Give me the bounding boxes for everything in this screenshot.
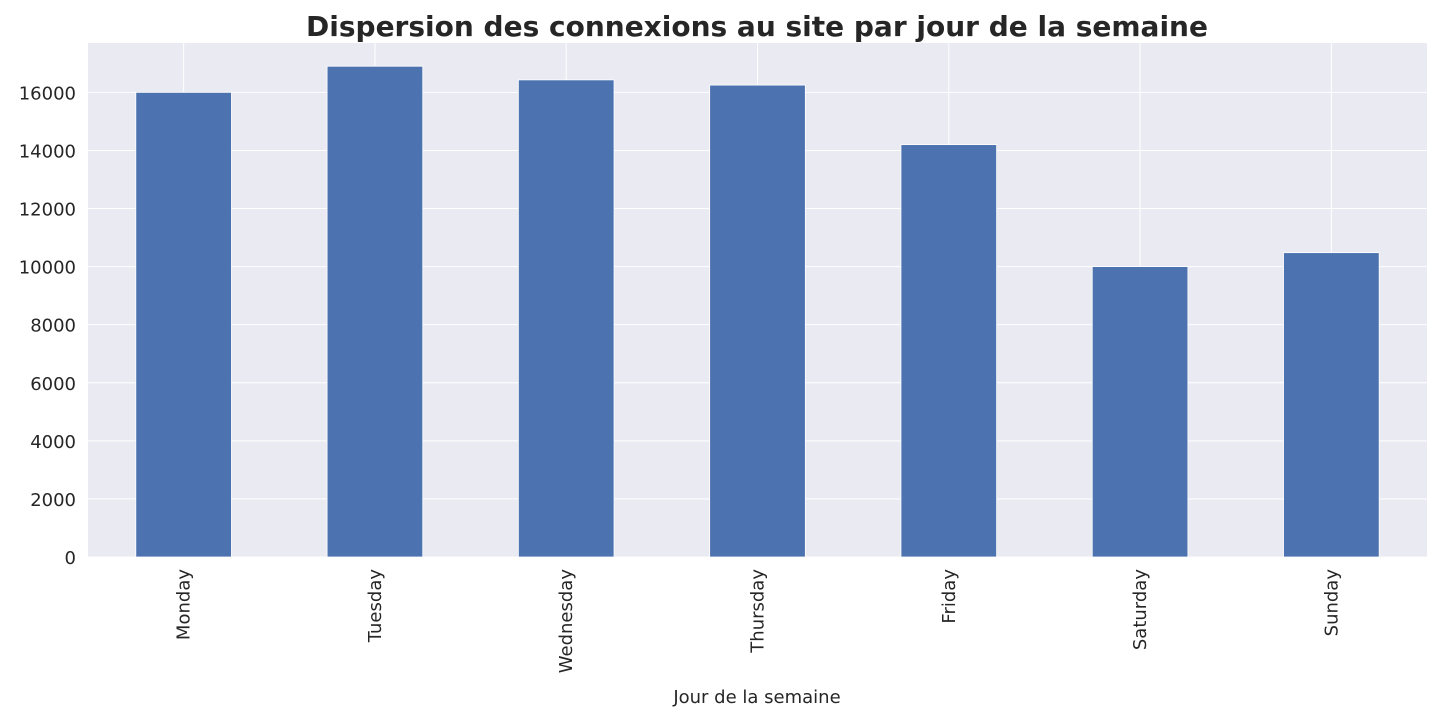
x-tick-label-tuesday: Tuesday [365,569,386,644]
y-tick-label: 14000 [19,141,76,162]
bar-tuesday [326,65,424,558]
y-axis-ticks: 0 2000 4000 6000 8000 10000 12000 14000 16000 [19,83,76,569]
y-tick-label: 8000 [30,316,76,337]
x-axis-label: Jour de la semaine [672,687,840,708]
y-tick-label: 6000 [30,374,76,395]
y-tick-label: 2000 [30,490,76,511]
y-tick-label: 4000 [30,432,76,453]
bars [135,65,1380,558]
bar-wednesday [517,79,615,558]
x-tick-label-monday: Monday [174,569,195,640]
y-tick-label: 16000 [19,83,76,104]
bar-monday [135,91,232,558]
bar-friday [900,144,998,558]
x-tick-label-thursday: Thursday [748,569,769,654]
x-tick-label-sunday: Sunday [1321,569,1342,637]
bar-saturday [1091,266,1189,558]
x-tick-label-saturday: Saturday [1130,569,1151,650]
x-axis-ticks: Monday Tuesday Wednesday Thursday Friday Satu… [174,569,1343,674]
bar-thursday [709,84,806,558]
x-tick-label-friday: Friday [939,569,960,624]
y-tick-label: 0 [65,548,76,569]
y-tick-label: 10000 [19,258,76,279]
x-tick-label-wednesday: Wednesday [556,569,577,674]
chart-title: Dispersion des connexions au site par jo… [306,10,1208,43]
bar-sunday [1283,252,1380,558]
y-tick-label: 12000 [19,200,76,221]
